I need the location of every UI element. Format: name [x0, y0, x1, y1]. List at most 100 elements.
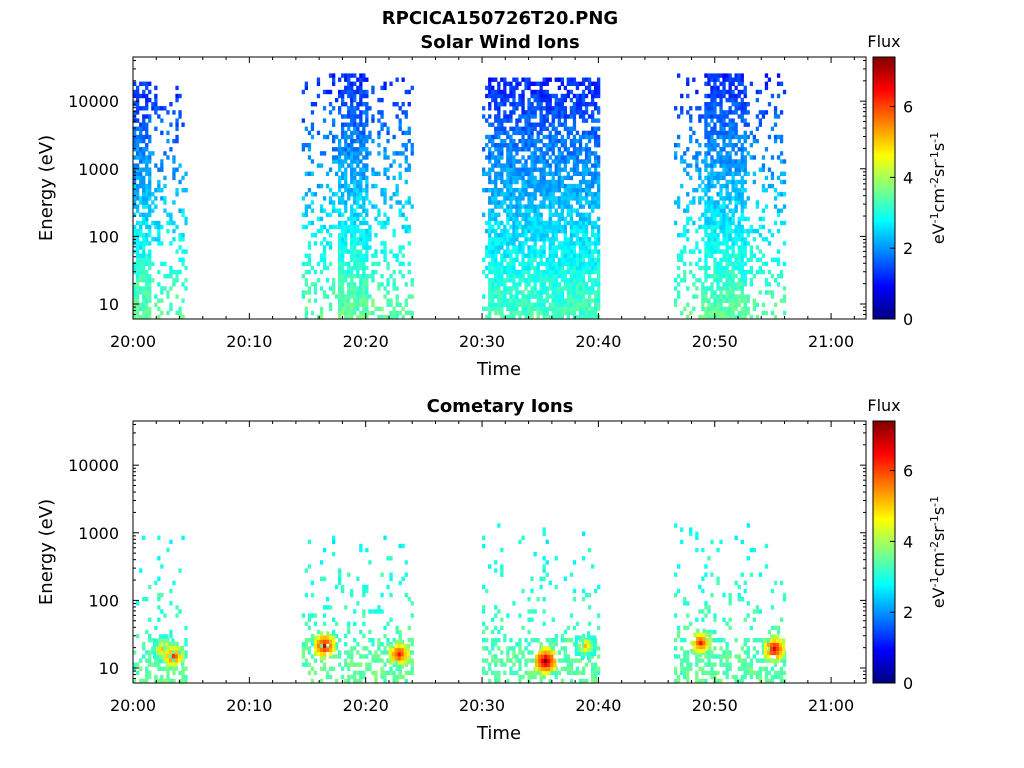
colorbar-tick-label: 6 [903, 98, 913, 117]
heatmap-cell [728, 592, 732, 598]
heatmap-cell [307, 204, 312, 209]
heatmap-cell [347, 294, 351, 299]
heatmap-cell [518, 658, 522, 663]
heatmap-cell [713, 171, 717, 176]
heatmap-cell [527, 126, 531, 131]
heatmap-cell [332, 192, 336, 197]
heatmap-cell [575, 97, 580, 103]
heatmap-cell [542, 531, 546, 536]
heatmap-cell [584, 188, 589, 193]
heatmap-cell [383, 625, 387, 631]
heatmap-cell [341, 265, 345, 271]
heatmap-cell [172, 171, 176, 176]
heatmap-cell [362, 674, 366, 680]
heatmap-cell [341, 171, 345, 176]
heatmap-cell [497, 155, 501, 160]
heatmap-cell [485, 588, 489, 594]
heatmap-cell [560, 175, 564, 181]
heatmap-cell [518, 200, 522, 205]
heatmap-cell [482, 658, 486, 663]
heatmap-cell [554, 237, 558, 242]
heatmap-cell [347, 286, 351, 291]
heatmap-cell [304, 204, 308, 209]
heatmap-cell [542, 237, 546, 242]
heatmap-cell [407, 200, 411, 205]
heatmap-cell [551, 118, 555, 123]
heatmap-cell [554, 130, 558, 136]
heatmap-cell [743, 89, 747, 95]
heatmap-cell [770, 126, 775, 131]
heatmap-cell [148, 114, 152, 119]
heatmap-cell [322, 265, 327, 271]
heatmap-cell [749, 265, 753, 271]
heatmap-cell [497, 278, 501, 283]
heatmap-cell [380, 572, 384, 577]
heatmap-cell [160, 310, 164, 316]
heatmap-cell [500, 310, 504, 316]
heatmap-cell [551, 196, 555, 201]
heatmap-cell [539, 674, 543, 680]
heatmap-cell [148, 294, 152, 299]
heatmap-cell [542, 597, 546, 602]
heatmap-cell [594, 159, 598, 164]
heatmap-cell [737, 314, 741, 320]
heatmap-cell [542, 245, 546, 250]
heatmap-cell [506, 220, 510, 226]
heatmap-cell [524, 294, 528, 299]
heatmap-cell [594, 245, 598, 250]
heatmap-cell [674, 298, 678, 303]
heatmap-cell [485, 188, 489, 193]
heatmap-cell [497, 670, 501, 676]
heatmap-cell [319, 269, 324, 275]
heatmap-cell [575, 290, 580, 295]
heatmap-cell [566, 212, 570, 217]
heatmap-cell [731, 274, 735, 279]
heatmap-cell [563, 143, 567, 148]
heatmap-cell [145, 257, 149, 262]
heatmap-cell [136, 102, 140, 107]
heatmap-cell [316, 314, 321, 320]
heatmap-cell [707, 310, 711, 316]
heatmap-cell [347, 147, 351, 152]
heatmap-cell [689, 118, 693, 123]
heatmap-cell [536, 167, 540, 172]
cometary-panel: Cometary Ions 20:00 20:10 20:20 20:30 20:40 2… [36, 396, 948, 744]
heatmap-cell [536, 638, 540, 643]
heatmap-cell [310, 666, 315, 671]
heatmap-cell [515, 257, 519, 262]
heatmap-cell [545, 143, 549, 148]
heatmap-cell [728, 89, 732, 95]
heatmap-cell [359, 265, 363, 271]
heatmap-cell [551, 253, 555, 258]
heatmap-cell [524, 241, 528, 246]
heatmap-cell [512, 265, 516, 271]
heatmap-cell [722, 265, 726, 271]
heatmap-cell [594, 163, 598, 168]
heatmap-cell [743, 200, 747, 205]
heatmap-cell [581, 89, 586, 95]
heatmap-cell [728, 200, 732, 205]
heatmap-cell [139, 269, 143, 275]
heatmap-cell [704, 294, 708, 299]
heatmap-cell [154, 85, 158, 91]
heatmap-cell [488, 282, 492, 287]
heatmap-cell [597, 216, 601, 222]
heatmap-cell [142, 126, 146, 131]
heatmap-cell [383, 85, 387, 91]
heatmap-cell [539, 81, 543, 86]
heatmap-cell [521, 183, 525, 189]
heatmap-cell [344, 151, 348, 156]
heatmap-cell [782, 310, 787, 316]
heatmap-cell [677, 625, 681, 631]
heatmap-cell [359, 314, 363, 320]
heatmap-cell [344, 200, 348, 205]
heatmap-cell [563, 159, 567, 164]
heatmap-cell [139, 126, 143, 131]
heatmap-cell [335, 642, 339, 647]
heatmap-cell [545, 278, 549, 283]
heatmap-cell [731, 237, 735, 242]
heatmap-cell [587, 278, 592, 283]
heatmap-cell [731, 171, 735, 176]
heatmap-cell [509, 302, 513, 307]
heatmap-cell [304, 646, 308, 651]
